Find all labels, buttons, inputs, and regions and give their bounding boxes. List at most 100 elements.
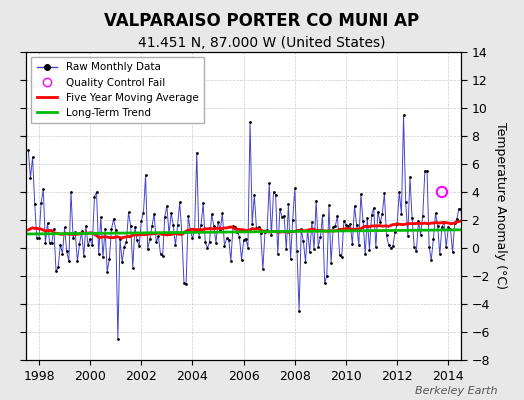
Point xyxy=(431,210,440,216)
Point xyxy=(88,242,96,248)
Point xyxy=(60,224,69,231)
Point xyxy=(323,273,331,279)
Point xyxy=(303,227,312,233)
Point xyxy=(222,235,231,242)
Point xyxy=(64,258,73,264)
Point xyxy=(406,174,414,180)
Point xyxy=(165,231,173,237)
Point xyxy=(271,192,280,198)
Point xyxy=(417,231,425,238)
Point xyxy=(419,213,427,219)
Point xyxy=(267,232,276,239)
Point xyxy=(28,154,37,160)
Point xyxy=(387,245,395,251)
Point xyxy=(310,246,318,252)
Point xyxy=(365,246,374,253)
Point xyxy=(372,244,380,250)
Point xyxy=(130,223,139,230)
Point xyxy=(114,336,122,342)
Point xyxy=(122,239,130,245)
Point xyxy=(190,227,199,234)
Point xyxy=(461,245,470,251)
Point xyxy=(24,147,32,153)
Point xyxy=(348,241,356,247)
Point xyxy=(92,189,101,195)
Point xyxy=(403,232,412,239)
Point xyxy=(212,239,220,246)
Point xyxy=(69,235,78,241)
Point xyxy=(357,191,365,197)
Point xyxy=(144,246,152,252)
Point xyxy=(152,239,160,245)
Point xyxy=(182,281,190,287)
Point xyxy=(444,224,453,230)
Point xyxy=(399,112,408,118)
Point xyxy=(351,203,359,209)
Point xyxy=(291,185,299,192)
Point xyxy=(239,237,248,243)
Point xyxy=(335,252,344,258)
Point xyxy=(284,201,292,207)
Point xyxy=(308,219,316,225)
Point xyxy=(56,242,64,248)
Point xyxy=(173,222,182,229)
Point xyxy=(105,256,114,262)
Point xyxy=(188,235,196,242)
Point xyxy=(62,248,71,255)
Point xyxy=(242,235,250,242)
Point xyxy=(67,189,75,195)
Point xyxy=(220,243,228,249)
Point xyxy=(299,238,308,244)
Point xyxy=(451,220,459,226)
Point xyxy=(410,244,418,250)
Point xyxy=(287,256,295,262)
Point xyxy=(427,256,435,263)
Point xyxy=(135,243,144,249)
Point xyxy=(301,258,310,265)
Point xyxy=(438,223,446,230)
Point xyxy=(124,209,133,216)
Point xyxy=(227,258,235,264)
Point xyxy=(186,228,194,234)
Point xyxy=(133,237,141,244)
Point xyxy=(314,243,322,250)
Point xyxy=(389,243,397,250)
Point xyxy=(261,229,269,236)
Point xyxy=(376,219,384,226)
Point xyxy=(305,249,314,255)
Point xyxy=(237,256,246,263)
Point xyxy=(442,244,451,250)
Point xyxy=(184,213,192,220)
Point xyxy=(46,240,54,246)
Point xyxy=(176,199,184,206)
Point xyxy=(457,206,465,212)
Point xyxy=(169,222,178,229)
Point xyxy=(250,192,258,198)
Point xyxy=(158,253,167,259)
Point xyxy=(80,253,88,259)
Point xyxy=(293,248,301,254)
Point xyxy=(218,210,226,216)
Point xyxy=(278,214,286,220)
Point xyxy=(139,210,148,216)
Point xyxy=(216,227,224,234)
Point xyxy=(325,202,333,209)
Point xyxy=(78,228,86,234)
Point xyxy=(346,221,354,227)
Point xyxy=(103,268,112,275)
Point xyxy=(246,119,254,125)
Point xyxy=(160,214,169,220)
Point xyxy=(94,251,103,257)
Point xyxy=(35,235,43,242)
Point xyxy=(280,213,288,219)
Point xyxy=(329,224,337,231)
Text: Berkeley Earth: Berkeley Earth xyxy=(416,386,498,396)
Point xyxy=(378,211,386,218)
Point xyxy=(90,194,99,200)
Point xyxy=(99,254,107,260)
Point xyxy=(52,268,60,274)
Point xyxy=(282,246,290,252)
Point xyxy=(112,226,120,233)
Point xyxy=(363,215,372,221)
Point xyxy=(225,236,233,243)
